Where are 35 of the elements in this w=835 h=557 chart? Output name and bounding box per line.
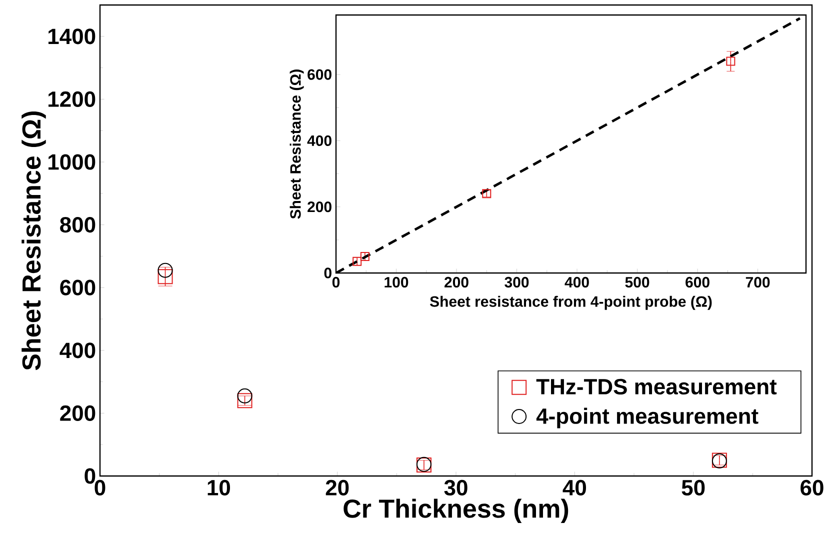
y-tick-label: 800 — [60, 217, 96, 233]
y-tick-label: 1000 — [48, 154, 96, 170]
legend-label: THz-TDS measurement — [536, 378, 777, 394]
y-tick-label: 400 — [60, 342, 96, 358]
x-tick-label: 30 — [444, 480, 468, 496]
y-tick-label: 0 — [84, 468, 96, 484]
y-tick-label: 1400 — [48, 28, 96, 44]
x-tick-label: 0 — [94, 480, 106, 496]
y-tick-label: 600 — [308, 69, 332, 80]
y-tick-label: 0 — [324, 268, 332, 278]
x-tick-label: 60 — [800, 480, 824, 496]
y-axis-title: Sheet Resistance (Ω) — [22, 111, 46, 370]
point — [726, 56, 736, 66]
x-tick-label: 100 — [384, 276, 408, 288]
y-axis-title: Sheet Resistance (Ω) — [290, 70, 304, 219]
x-axis-title: Sheet resistance from 4-point probe (Ω) — [430, 296, 712, 310]
x-tick-label: 0 — [332, 276, 340, 288]
x-tick-label: 10 — [208, 480, 230, 496]
y-tick-label: 1200 — [48, 91, 96, 107]
point — [237, 388, 252, 404]
point — [360, 252, 370, 261]
x-tick-label: 300 — [504, 276, 529, 288]
x-tick-label: 200 — [444, 276, 468, 288]
x-tick-label: 40 — [562, 480, 586, 496]
y-tick-label: 400 — [307, 135, 332, 146]
y-tick-label: 200 — [308, 202, 332, 212]
x-axis-title: Cr Thickness (nm) — [344, 498, 568, 524]
x-tick-label: 400 — [564, 276, 589, 288]
y-tick-label: 200 — [60, 405, 96, 421]
x-tick-label: 600 — [686, 276, 710, 288]
x-tick-label: 700 — [746, 276, 770, 288]
x-tick-label: 20 — [326, 480, 349, 496]
x-tick-label: 500 — [625, 276, 650, 288]
x-tick-label: 50 — [682, 480, 705, 496]
legend-label: 4-point measurement — [536, 408, 758, 428]
